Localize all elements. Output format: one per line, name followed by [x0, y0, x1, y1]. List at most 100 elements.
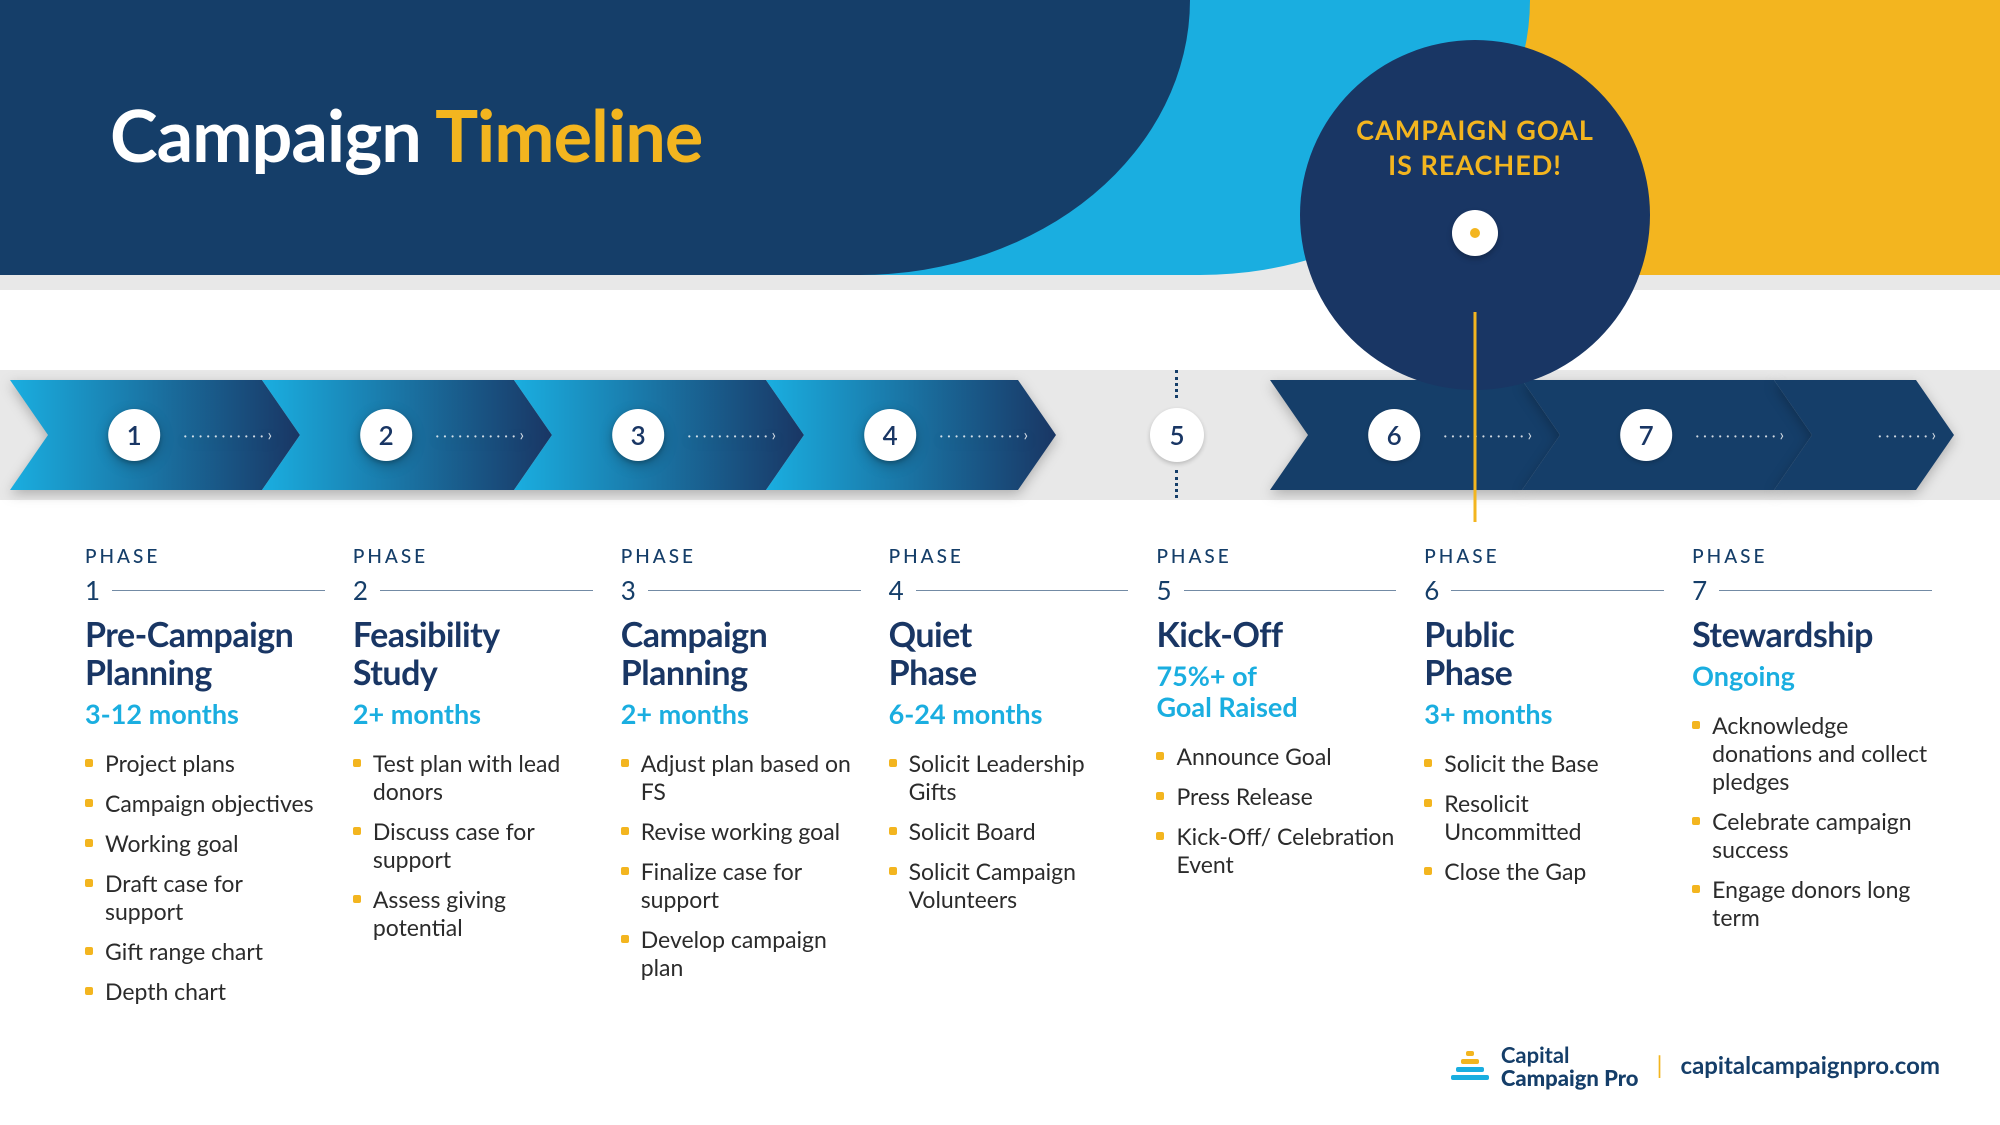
phase-title: Pre-CampaignPlanning	[85, 616, 325, 692]
phase-title: Kick-Off	[1156, 616, 1396, 654]
phase-number: 7	[1692, 574, 1707, 606]
arrow-row: 1 ···········› 2 ···········› 3 ··········…	[10, 380, 1990, 490]
phase-column-2: PHASE 2 FeasibilityStudy 2+ months Test …	[353, 545, 621, 1018]
phase-items: Project plansCampaign objectivesWorking …	[85, 749, 325, 1005]
phase-item: Announce Goal	[1156, 742, 1396, 770]
phase-item: Finalize case for support	[621, 857, 861, 913]
arrow-tail-icon: ·······›	[1774, 380, 1954, 490]
phase-duration: 3-12 months	[85, 698, 325, 729]
header: Campaign Timeline	[0, 0, 2000, 290]
phase-column-6: PHASE 6 PublicPhase 3+ months Solicit th…	[1424, 545, 1692, 1018]
phase-item: Draft case for support	[85, 869, 325, 925]
phase-items: Test plan with lead donors Discuss case f…	[353, 749, 593, 941]
arrow-dots-icon: ···········›	[1695, 426, 1784, 445]
arrow-dots-icon: ·······›	[1878, 426, 1936, 445]
phase-items: Solicit Leadership Gifts Solicit Board Sol…	[889, 749, 1129, 913]
phase-column-4: PHASE 4 QuietPhase 6-24 months Solicit L…	[889, 545, 1157, 1018]
goal-line-2: IS REACHED!	[1388, 148, 1562, 181]
phase-number: 6	[1424, 574, 1439, 606]
phase-column-7: PHASE 7 Stewardship Ongoing Acknowledge …	[1692, 545, 1960, 1018]
phase-duration: 2+ months	[621, 698, 861, 729]
phase-number: 3	[621, 574, 636, 606]
phase-label: PHASE	[1156, 545, 1396, 568]
phase-item: Solicit the Base	[1424, 749, 1664, 777]
phase-label: PHASE	[621, 545, 861, 568]
phase-title: PublicPhase	[1424, 616, 1664, 692]
phase5-dots-bottom	[1175, 470, 1178, 498]
phase-number-row: 7	[1692, 574, 1932, 606]
phase-column-3: PHASE 3 CampaignPlanning 2+ months Adjus…	[621, 545, 889, 1018]
phase-item: Solicit Campaign Volunteers	[889, 857, 1129, 913]
phase-item: Working goal	[85, 829, 325, 857]
goal-dot-icon	[1452, 210, 1498, 256]
phase-circle-3: 3	[612, 409, 664, 461]
phase-title: Stewardship	[1692, 616, 1932, 654]
phase-item: Kick-Off/ Celebration Event	[1156, 822, 1396, 878]
page-title: Campaign Timeline	[110, 92, 702, 178]
phase-circle-7: 7	[1620, 409, 1672, 461]
phase-circle-4: 4	[864, 409, 916, 461]
phase-item: Depth chart	[85, 977, 325, 1005]
phase-column-1: PHASE 1 Pre-CampaignPlanning 3-12 months…	[85, 545, 353, 1018]
brand-separator: |	[1657, 1051, 1663, 1080]
phase-items: Acknowledge donations and collect pledge…	[1692, 711, 1932, 931]
phase-label: PHASE	[889, 545, 1129, 568]
phase-number-row: 4	[889, 574, 1129, 606]
phase-number-row: 1	[85, 574, 325, 606]
phase-title: QuietPhase	[889, 616, 1129, 692]
brand-name-2: Campaign Pro	[1501, 1066, 1639, 1089]
goal-badge: CAMPAIGN GOAL IS REACHED!	[1300, 40, 1650, 390]
phase-duration: Ongoing	[1692, 660, 1932, 691]
arrow-dots-icon: ···········›	[435, 426, 524, 445]
brand-url: capitalcampaignpro.com	[1681, 1051, 1940, 1080]
phase-item: Campaign objectives	[85, 789, 325, 817]
phase-items: Solicit the BaseResolicit UncommittedClo…	[1424, 749, 1664, 885]
phase-title: CampaignPlanning	[621, 616, 861, 692]
phase-columns: PHASE 1 Pre-CampaignPlanning 3-12 months…	[85, 545, 1960, 1018]
phase-label: PHASE	[1692, 545, 1932, 568]
phase-item: Develop campaign plan	[621, 925, 861, 981]
brand-logo: Capital Campaign Pro	[1451, 1043, 1639, 1089]
phase-number: 2	[353, 574, 368, 606]
phase-duration: 2+ months	[353, 698, 593, 729]
phase-label: PHASE	[85, 545, 325, 568]
arrow-dots-icon: ···········›	[1443, 426, 1532, 445]
arrow-dots-icon: ···········›	[183, 426, 272, 445]
phase-number-row: 3	[621, 574, 861, 606]
arrow-dots-icon: ···········›	[939, 426, 1028, 445]
phase-number-row: 2	[353, 574, 593, 606]
phase-item: Press Release	[1156, 782, 1396, 810]
phase-item: Test plan with lead donors	[353, 749, 593, 805]
phase-item: Celebrate campaign success	[1692, 807, 1932, 863]
arrow-phase-7: 7 ···········›	[1522, 380, 1812, 490]
phase-item: Resolicit Uncommitted	[1424, 789, 1664, 845]
phase-item: Engage donors long term	[1692, 875, 1932, 931]
phase-circle-1: 1	[108, 409, 160, 461]
brand-footer: Capital Campaign Pro | capitalcampaignpr…	[1451, 1043, 1940, 1089]
brand-name-1: Capital	[1501, 1043, 1639, 1066]
arrow-phase-6: 6 ···········›	[1270, 380, 1560, 490]
phase-column-5: PHASE 5 Kick-Off 75%+ ofGoal Raised Anno…	[1156, 545, 1424, 1018]
title-word-1: Campaign	[110, 92, 421, 178]
phase-circle-2: 2	[360, 409, 412, 461]
arrow-phase-1: 1 ···········›	[10, 380, 300, 490]
pyramid-icon	[1451, 1051, 1489, 1080]
phase-circle-5: 5	[1150, 408, 1204, 462]
phase-number: 5	[1156, 574, 1171, 606]
arrow-phase-4: 4 ···········›	[766, 380, 1056, 490]
phase-title: FeasibilityStudy	[353, 616, 593, 692]
phase-item: Gift range chart	[85, 937, 325, 965]
phase-items: Adjust plan based on FSRevise working go…	[621, 749, 861, 981]
phase-items: Announce Goal Press Release Kick-Off/ Cele…	[1156, 742, 1396, 878]
title-word-2: Timeline	[435, 92, 702, 178]
phase5-dots-top	[1175, 370, 1178, 398]
goal-connector-line	[1474, 312, 1477, 522]
phase-item: Adjust plan based on FS	[621, 749, 861, 805]
phase-item: Discuss case for support	[353, 817, 593, 873]
phase-number: 1	[85, 574, 100, 606]
phase-number: 4	[889, 574, 904, 606]
phase-item: Solicit Leadership Gifts	[889, 749, 1129, 805]
phase-item: Solicit Board	[889, 817, 1129, 845]
phase-label: PHASE	[353, 545, 593, 568]
phase-item: Acknowledge donations and collect pledge…	[1692, 711, 1932, 795]
